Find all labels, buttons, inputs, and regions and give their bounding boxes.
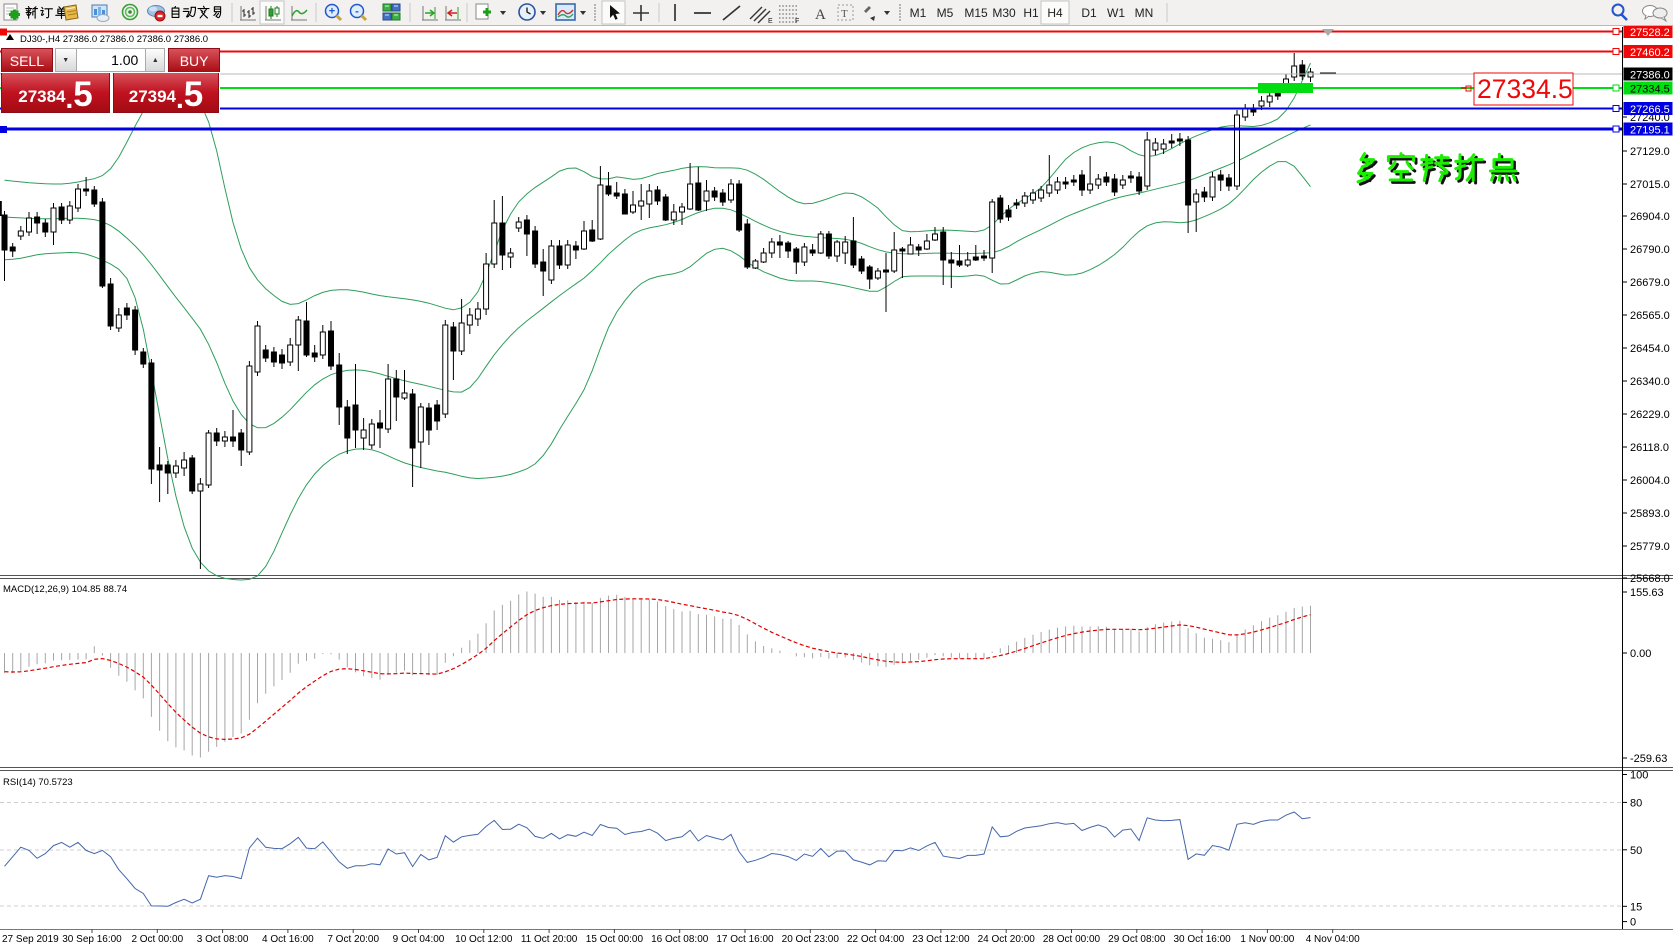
svg-text:20 Oct 23:00: 20 Oct 23:00 xyxy=(782,934,840,945)
svg-text:26229.0: 26229.0 xyxy=(1630,409,1670,421)
svg-text:28 Oct 00:00: 28 Oct 00:00 xyxy=(1043,934,1101,945)
svg-text:155.63: 155.63 xyxy=(1630,587,1664,599)
svg-text:27528.2: 27528.2 xyxy=(1630,27,1670,39)
svg-text:7 Oct 20:00: 7 Oct 20:00 xyxy=(327,934,379,945)
svg-text:3 Oct 08:00: 3 Oct 08:00 xyxy=(197,934,249,945)
svg-text:25668.0: 25668.0 xyxy=(1630,573,1670,585)
svg-text:27334.5: 27334.5 xyxy=(1630,84,1670,96)
svg-text:27 Sep 2019: 27 Sep 2019 xyxy=(2,934,59,945)
svg-text:27015.0: 27015.0 xyxy=(1630,179,1670,191)
svg-text:4 Nov 04:00: 4 Nov 04:00 xyxy=(1306,934,1360,945)
svg-text:1 Nov 00:00: 1 Nov 00:00 xyxy=(1240,934,1294,945)
svg-text:D1: D1 xyxy=(1081,6,1097,20)
svg-text:MACD(12,26,9) 104.85 88.74: MACD(12,26,9) 104.85 88.74 xyxy=(3,584,127,595)
svg-text:22 Oct 04:00: 22 Oct 04:00 xyxy=(847,934,905,945)
svg-text:26340.0: 26340.0 xyxy=(1630,376,1670,388)
svg-text:26904.0: 26904.0 xyxy=(1630,211,1670,223)
svg-text:0: 0 xyxy=(1630,917,1636,929)
svg-text:4 Oct 16:00: 4 Oct 16:00 xyxy=(262,934,314,945)
svg-text:26004.0: 26004.0 xyxy=(1630,475,1670,487)
svg-text:30 Sep 16:00: 30 Sep 16:00 xyxy=(62,934,122,945)
svg-text:26454.0: 26454.0 xyxy=(1630,343,1670,355)
svg-text:23 Oct 12:00: 23 Oct 12:00 xyxy=(912,934,970,945)
svg-text:A: A xyxy=(815,7,826,23)
svg-text:25779.0: 25779.0 xyxy=(1630,541,1670,553)
svg-text:M5: M5 xyxy=(937,6,954,20)
svg-text:17 Oct 16:00: 17 Oct 16:00 xyxy=(716,934,774,945)
svg-text:F: F xyxy=(795,18,799,25)
svg-text:24 Oct 20:00: 24 Oct 20:00 xyxy=(978,934,1036,945)
svg-text:+: + xyxy=(329,6,335,18)
svg-text:M1: M1 xyxy=(910,6,927,20)
svg-text:-: - xyxy=(355,6,359,18)
svg-text:T: T xyxy=(841,8,848,20)
svg-text:15: 15 xyxy=(1630,901,1642,913)
svg-text:30 Oct 16:00: 30 Oct 16:00 xyxy=(1173,934,1231,945)
svg-text:27129.0: 27129.0 xyxy=(1630,146,1670,158)
svg-text:2 Oct 00:00: 2 Oct 00:00 xyxy=(131,934,183,945)
svg-text:16 Oct 08:00: 16 Oct 08:00 xyxy=(651,934,709,945)
svg-text:26565.0: 26565.0 xyxy=(1630,310,1670,322)
svg-text:0.00: 0.00 xyxy=(1630,648,1651,660)
svg-text:M30: M30 xyxy=(992,6,1016,20)
svg-text:26790.0: 26790.0 xyxy=(1630,244,1670,256)
svg-text:29 Oct 08:00: 29 Oct 08:00 xyxy=(1108,934,1166,945)
svg-text:W1: W1 xyxy=(1107,6,1125,20)
svg-text:25893.0: 25893.0 xyxy=(1630,508,1670,520)
svg-text:15 Oct 00:00: 15 Oct 00:00 xyxy=(586,934,644,945)
svg-text:27266.5: 27266.5 xyxy=(1630,104,1670,116)
svg-text:27334.5: 27334.5 xyxy=(1477,74,1573,104)
svg-text:H1: H1 xyxy=(1023,6,1039,20)
svg-text:27386.0: 27386.0 xyxy=(1630,70,1670,82)
svg-text:100: 100 xyxy=(1630,770,1648,782)
svg-text:27460.2: 27460.2 xyxy=(1630,47,1670,59)
svg-text:MN: MN xyxy=(1135,6,1154,20)
svg-text:26118.0: 26118.0 xyxy=(1630,442,1669,454)
svg-text:-259.63: -259.63 xyxy=(1630,753,1667,765)
svg-text:10 Oct 12:00: 10 Oct 12:00 xyxy=(455,934,513,945)
svg-text:H4: H4 xyxy=(1047,6,1063,20)
svg-text:DJ30-,H4 27386.0 27386.0 27386: DJ30-,H4 27386.0 27386.0 27386.0 27386.0 xyxy=(20,34,208,45)
svg-text:11 Oct 20:00: 11 Oct 20:00 xyxy=(521,934,578,945)
svg-text:80: 80 xyxy=(1630,797,1642,809)
svg-text:26679.0: 26679.0 xyxy=(1630,277,1670,289)
svg-text:9 Oct 04:00: 9 Oct 04:00 xyxy=(393,934,445,945)
svg-text:M15: M15 xyxy=(964,6,988,20)
svg-text:RSI(14) 70.5723: RSI(14) 70.5723 xyxy=(3,777,73,788)
svg-text:27195.1: 27195.1 xyxy=(1630,125,1670,137)
svg-text:E: E xyxy=(768,18,773,25)
svg-text:50: 50 xyxy=(1630,845,1642,857)
